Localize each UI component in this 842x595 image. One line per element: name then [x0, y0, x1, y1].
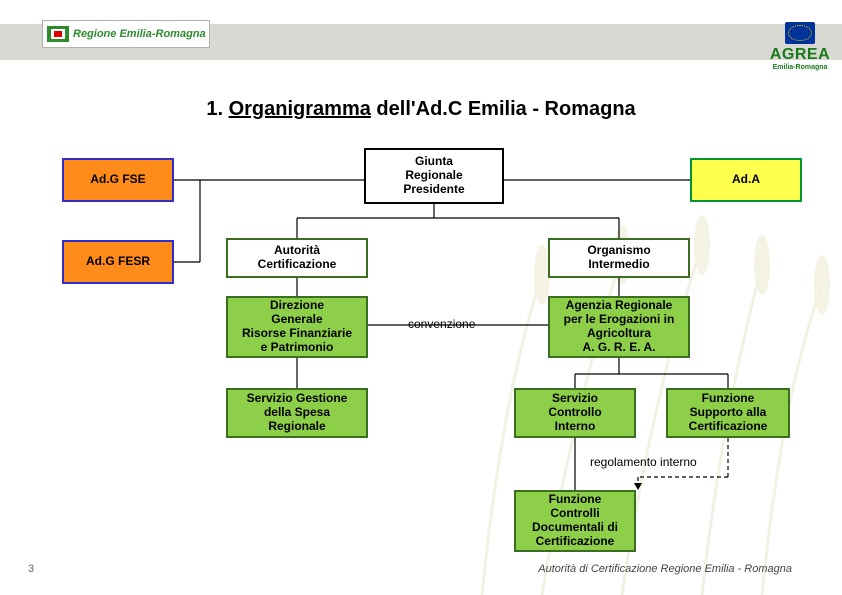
box-funzione-controlli: FunzioneControlliDocumentali diCertifica… — [514, 490, 636, 552]
connector-lines — [0, 0, 842, 595]
box-ada: Ad.A — [690, 158, 802, 202]
box-giunta: GiuntaRegionalePresidente — [364, 148, 504, 204]
box-direzione: DirezioneGeneraleRisorse Finanziariee Pa… — [226, 296, 368, 358]
footer-text: Autorità di Certificazione Regione Emili… — [538, 563, 792, 575]
box-autorita: AutoritàCertificazione — [226, 238, 368, 278]
box-funzione-supporto: FunzioneSupporto allaCertificazione — [666, 388, 790, 438]
label-convenzione: convenzione — [408, 317, 475, 331]
box-servizio-gestione: Servizio Gestionedella SpesaRegionale — [226, 388, 368, 438]
box-servizio-controllo: ServizioControlloInterno — [514, 388, 636, 438]
box-adg-fesr: Ad.G FESR — [62, 240, 174, 284]
box-agenzia: Agenzia Regionaleper le Erogazioni inAgr… — [548, 296, 690, 358]
page-number: 3 — [28, 563, 34, 575]
box-organismo: OrganismoIntermedio — [548, 238, 690, 278]
box-adg-fse: Ad.G FSE — [62, 158, 174, 202]
label-regolamento: regolamento interno — [590, 455, 697, 469]
